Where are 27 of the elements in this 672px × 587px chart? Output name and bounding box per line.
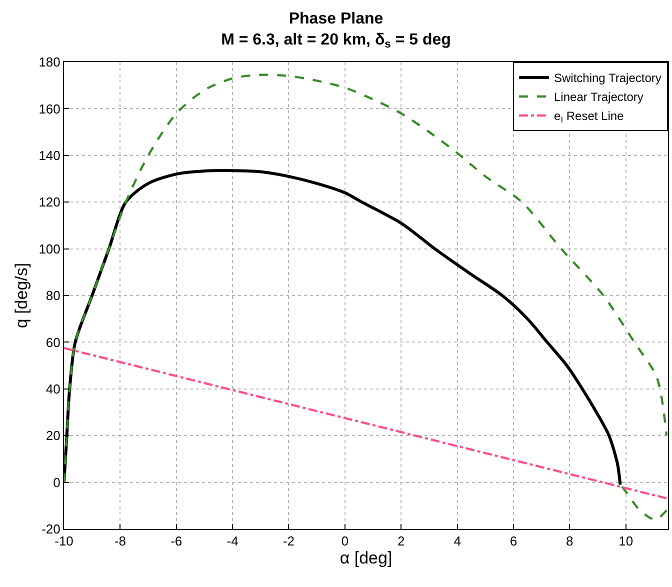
y-tick-label: 160 <box>38 101 60 116</box>
y-axis-title: q [deg/s] <box>12 262 32 328</box>
x-tick-label: -2 <box>282 534 295 549</box>
y-tick-label: 20 <box>46 428 60 444</box>
x-tick-label: 0 <box>341 534 349 549</box>
y-tick-label: 120 <box>38 194 60 210</box>
x-tick-label: -6 <box>170 534 182 549</box>
y-tick-label: 140 <box>38 148 60 163</box>
y-tick-label: 60 <box>46 334 60 350</box>
x-tick-label: 8 <box>566 534 574 549</box>
y-tick-label: 100 <box>38 241 60 256</box>
x-axis-title: α [deg] <box>340 548 392 568</box>
x-tick-label: 6 <box>510 534 518 549</box>
x-tick-label: 10 <box>618 534 634 549</box>
y-tick-label: 0 <box>53 474 60 490</box>
x-tick-label: 4 <box>454 534 461 549</box>
x-tick-label: -8 <box>114 534 126 549</box>
x-tick-label: -4 <box>226 534 238 549</box>
x-tick-label: 2 <box>398 534 405 549</box>
chart-subtitle: M = 6.3, alt = 20 km, δ$_{s}$ = 5 deg <box>221 31 451 51</box>
y-tick-label: 180 <box>38 54 60 70</box>
legend-label: e$_{I}$ Reset Line <box>554 109 624 125</box>
y-tick-label: 80 <box>46 288 60 304</box>
chart-title: Phase Plane <box>288 10 384 28</box>
y-tick-label: 40 <box>46 381 60 396</box>
legend-label: Switching Trajectory <box>554 71 662 86</box>
legend-label: Linear Trajectory <box>554 90 644 104</box>
